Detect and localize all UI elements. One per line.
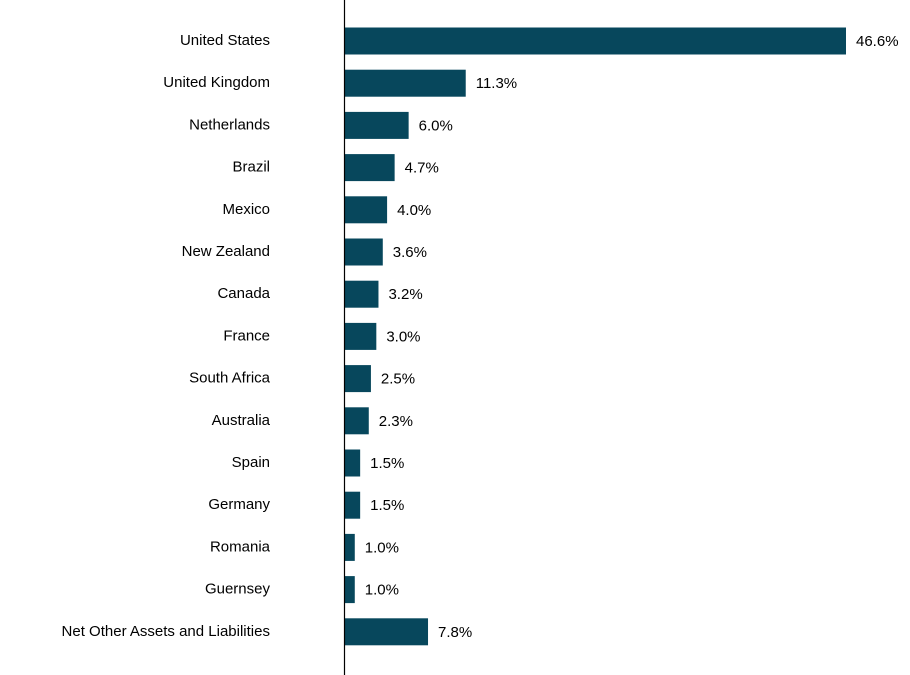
y-tick-label: Mexico [222, 201, 270, 218]
bar [344, 618, 429, 646]
value-label: 1.5% [370, 455, 404, 472]
y-tick-label: United Kingdom [163, 74, 270, 91]
y-tick-label: Australia [212, 412, 271, 429]
value-label: 11.3% [476, 75, 517, 92]
bar [344, 533, 355, 561]
value-label: 3.2% [388, 286, 422, 303]
y-tick-label: France [223, 327, 270, 344]
value-label: 46.6% [856, 33, 899, 50]
value-label: 7.8% [438, 624, 472, 641]
value-label: 3.6% [393, 244, 427, 261]
value-label: 6.0% [419, 117, 453, 134]
bar [344, 69, 466, 97]
value-label: 2.5% [381, 371, 415, 388]
bar [344, 154, 395, 182]
bar [344, 196, 388, 224]
bar [344, 576, 355, 604]
value-label: 4.7% [405, 160, 439, 177]
y-tick-label: Netherlands [189, 116, 270, 133]
y-tick-label: Germany [208, 496, 270, 513]
y-tick-label: United States [180, 32, 270, 49]
bar [344, 27, 846, 55]
bar [344, 322, 377, 350]
value-label: 1.0% [365, 582, 399, 599]
bar [344, 238, 383, 266]
value-label: 4.0% [397, 202, 431, 219]
y-tick-label: Romania [210, 538, 271, 555]
bar [344, 280, 379, 308]
y-tick-label: Net Other Assets and Liabilities [62, 623, 270, 640]
value-label: 3.0% [386, 328, 420, 345]
bar [344, 449, 361, 477]
y-tick-label: Brazil [232, 159, 270, 176]
value-label: 2.3% [379, 413, 413, 430]
bar [344, 407, 369, 435]
y-tick-label: South Africa [189, 370, 271, 387]
y-tick-label: New Zealand [182, 243, 270, 260]
bar [344, 111, 409, 139]
value-label: 1.5% [370, 497, 404, 514]
value-label: 1.0% [365, 539, 399, 556]
bar [344, 491, 361, 519]
y-tick-label: Spain [232, 454, 270, 471]
y-tick-label: Canada [217, 285, 270, 302]
y-tick-label: Guernsey [205, 581, 271, 598]
bar [344, 365, 371, 393]
